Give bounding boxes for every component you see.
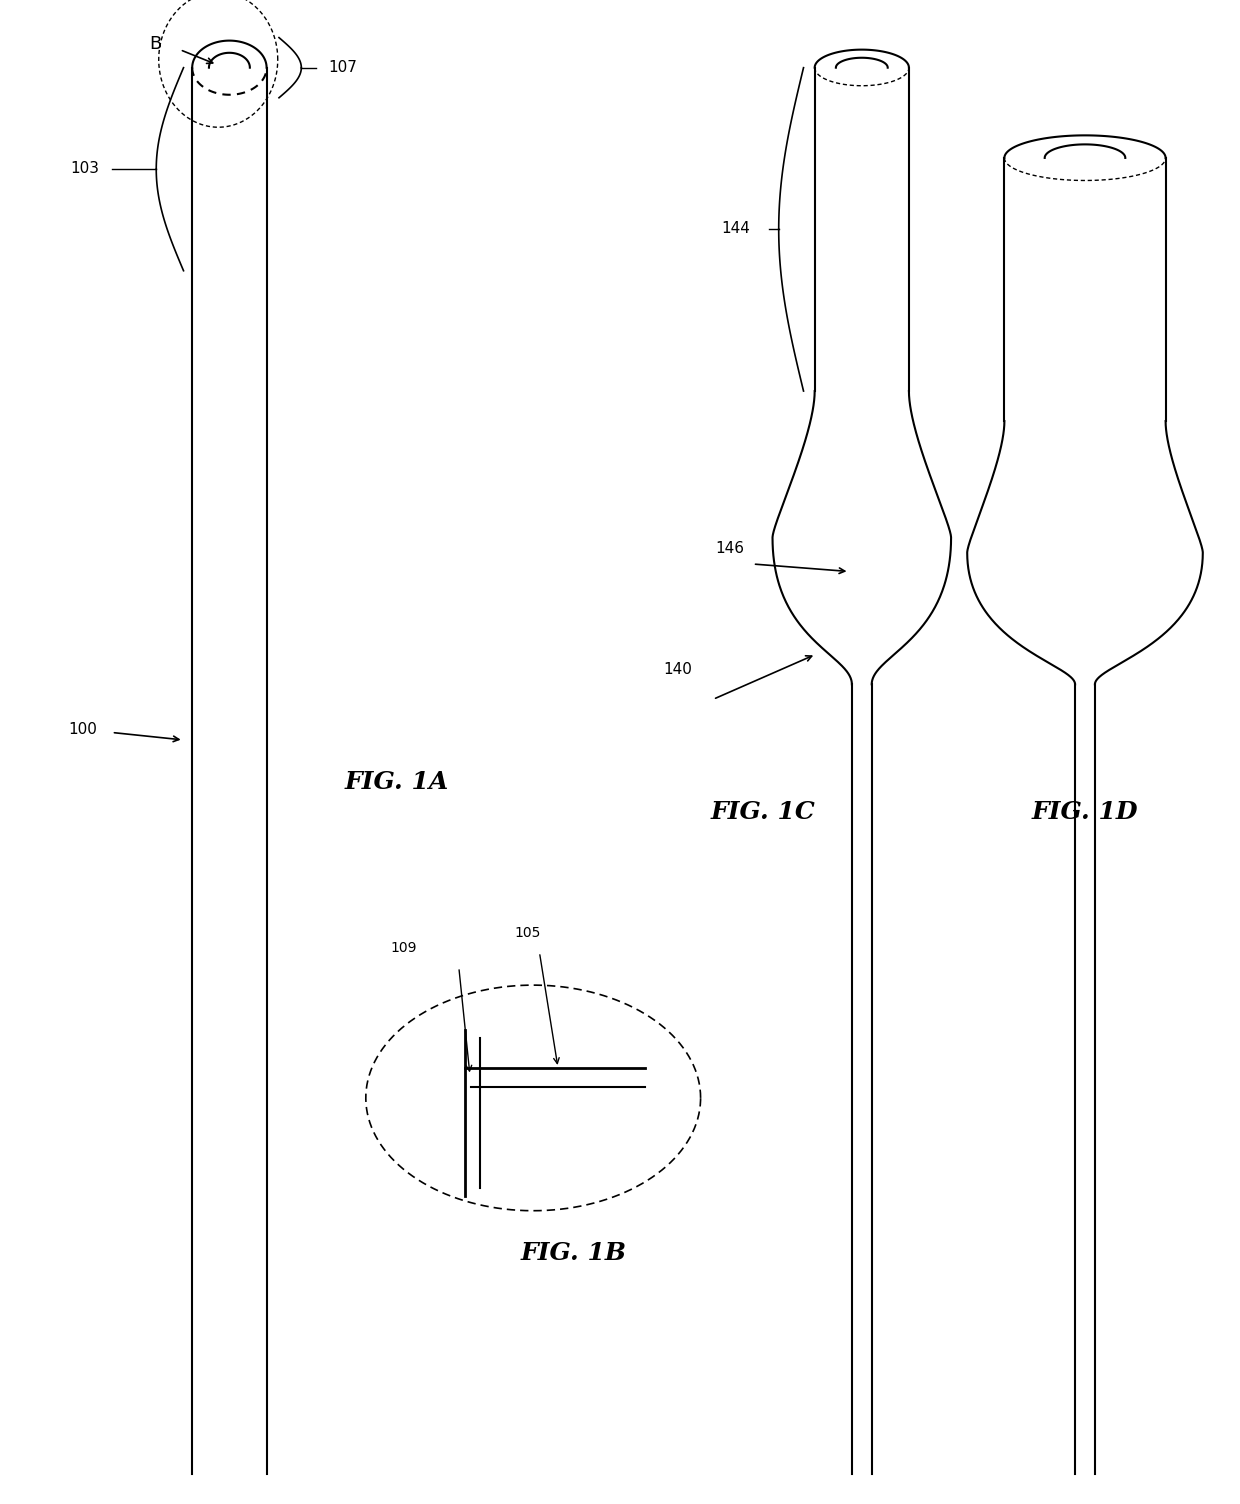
Text: 103: 103	[71, 161, 99, 176]
Text: FIG. 1A: FIG. 1A	[345, 770, 449, 794]
Text: 107: 107	[329, 60, 357, 75]
Text: 105: 105	[515, 926, 541, 940]
Text: 100: 100	[68, 722, 97, 737]
Text: 140: 140	[663, 662, 692, 677]
Text: 109: 109	[391, 942, 417, 955]
Text: FIG. 1D: FIG. 1D	[1032, 800, 1138, 824]
Text: 146: 146	[715, 541, 744, 556]
Text: FIG. 1B: FIG. 1B	[521, 1241, 626, 1265]
Text: FIG. 1C: FIG. 1C	[711, 800, 815, 824]
Text: 144: 144	[722, 221, 750, 236]
Text: B: B	[149, 35, 161, 53]
